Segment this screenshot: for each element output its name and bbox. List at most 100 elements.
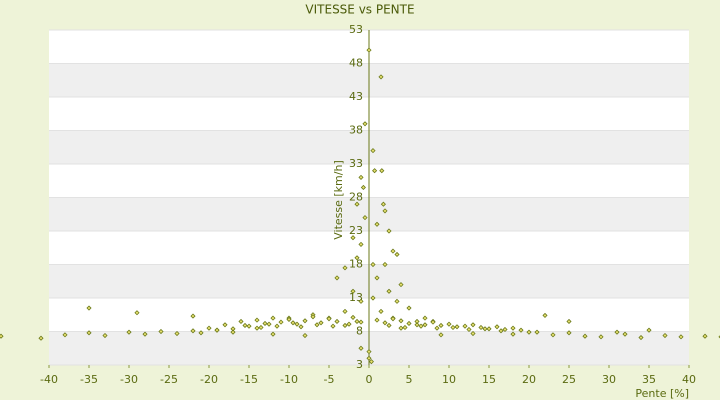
point	[466, 326, 472, 333]
point	[382, 208, 388, 214]
x-tick-label: 35	[642, 373, 656, 386]
point	[358, 345, 364, 351]
point	[526, 329, 532, 335]
point	[342, 322, 348, 329]
y-tick-label: 48	[349, 57, 363, 70]
point	[390, 248, 396, 254]
point	[566, 318, 572, 325]
point	[358, 298, 364, 304]
point	[534, 329, 540, 335]
point	[362, 121, 368, 127]
point	[398, 318, 404, 324]
point	[350, 235, 356, 241]
point	[254, 325, 260, 331]
point	[266, 321, 272, 327]
x-tick-label: 25	[562, 373, 576, 386]
point	[478, 324, 484, 331]
point	[286, 316, 292, 323]
point	[678, 334, 684, 340]
point	[318, 320, 324, 326]
point	[354, 255, 360, 261]
x-tick-label: 0	[366, 373, 373, 386]
point	[386, 288, 392, 294]
point	[502, 326, 508, 333]
point	[462, 323, 468, 329]
x-tick-label: -35	[80, 373, 98, 386]
x-tick-label: 40	[682, 373, 696, 386]
point	[86, 330, 92, 336]
point	[358, 241, 364, 247]
point	[334, 318, 340, 325]
x-tick-label: -30	[120, 373, 138, 386]
point	[374, 221, 380, 227]
point	[198, 330, 204, 336]
y-tick-label: 53	[349, 23, 363, 36]
point	[238, 318, 244, 325]
point	[566, 330, 572, 336]
y-tick-label: 38	[349, 124, 363, 137]
point	[418, 323, 424, 329]
point	[486, 326, 492, 332]
point	[406, 320, 412, 327]
x-tick-label: -20	[200, 373, 218, 386]
point	[446, 321, 452, 327]
point	[380, 201, 386, 207]
point	[290, 320, 296, 326]
point	[174, 330, 180, 337]
point	[434, 325, 440, 331]
point	[470, 330, 476, 337]
point	[262, 320, 268, 327]
x-tick-label: 30	[602, 373, 616, 386]
point	[386, 228, 392, 234]
x-tick-label: -10	[280, 373, 298, 386]
point	[582, 333, 588, 339]
point	[258, 324, 264, 331]
point	[454, 324, 460, 330]
point	[386, 322, 392, 329]
point	[278, 319, 284, 325]
point	[190, 313, 196, 319]
point	[214, 327, 220, 333]
point	[518, 327, 524, 333]
point	[314, 322, 320, 328]
point	[510, 331, 516, 337]
point	[270, 315, 276, 321]
point	[470, 322, 476, 328]
point	[342, 265, 348, 271]
y-tick-label: 43	[349, 90, 363, 103]
point	[638, 334, 644, 341]
point	[366, 355, 372, 361]
point	[134, 310, 140, 316]
point	[394, 251, 400, 258]
point	[142, 331, 148, 337]
x-tick-label: 20	[522, 373, 536, 386]
point	[222, 322, 228, 328]
point	[86, 305, 92, 311]
point	[360, 184, 366, 191]
point	[368, 359, 374, 365]
point	[346, 321, 352, 327]
point	[510, 325, 516, 331]
point	[482, 326, 488, 332]
point	[438, 322, 444, 329]
point	[294, 321, 300, 327]
point	[438, 332, 444, 338]
y-tick-label: 28	[349, 191, 363, 204]
point	[242, 322, 248, 329]
point	[372, 168, 378, 174]
x-tick-label: 10	[442, 373, 456, 386]
point	[38, 335, 44, 341]
point	[378, 74, 384, 80]
x-tick-label: -40	[40, 373, 58, 386]
point	[302, 332, 308, 339]
point	[310, 314, 316, 320]
point	[302, 318, 308, 324]
point	[158, 328, 164, 335]
point	[382, 261, 388, 268]
point	[354, 201, 360, 207]
point	[414, 322, 420, 328]
point	[382, 320, 388, 326]
y-tick-label: 23	[349, 224, 363, 237]
point	[366, 47, 372, 53]
